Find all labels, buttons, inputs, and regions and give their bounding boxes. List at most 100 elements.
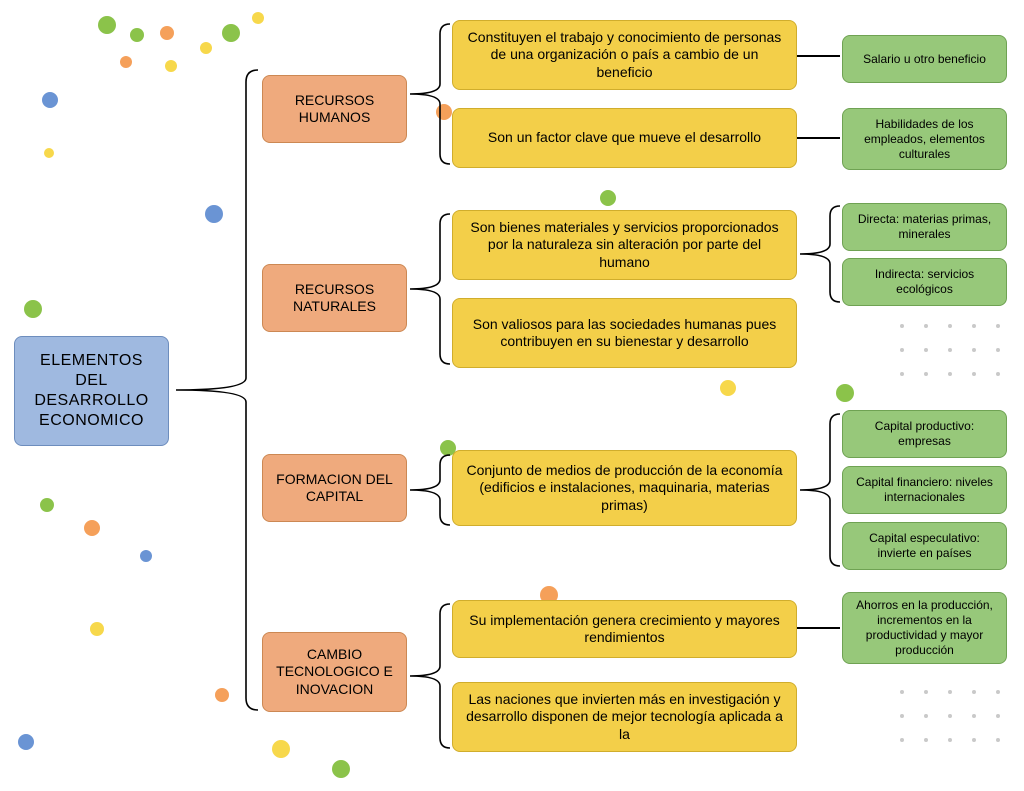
decorative-dot	[84, 520, 100, 536]
grid-dot	[924, 372, 928, 376]
decorative-dot	[215, 688, 229, 702]
node-label: ELEMENTOS DEL DESARROLLO ECONOMICO	[27, 351, 156, 431]
grid-dot	[924, 714, 928, 718]
grid-dot	[900, 714, 904, 718]
decorative-dot	[165, 60, 177, 72]
grid-dot	[900, 324, 904, 328]
connector-line	[797, 137, 840, 139]
decorative-dot	[720, 380, 736, 396]
description-node: Son valiosos para las sociedades humanas…	[452, 298, 797, 368]
grid-dot	[924, 738, 928, 742]
bracket	[800, 414, 840, 566]
grid-dot	[972, 690, 976, 694]
node-label: Las naciones que invierten más en invest…	[465, 691, 784, 744]
decorative-dot	[600, 190, 616, 206]
node-label: Su implementación genera crecimiento y m…	[465, 612, 784, 647]
grid-dot	[900, 738, 904, 742]
decorative-dot	[90, 622, 104, 636]
node-label: Constituyen el trabajo y conocimiento de…	[465, 29, 784, 82]
decorative-dot	[222, 24, 240, 42]
description-node: Conjunto de medios de producción de la e…	[452, 450, 797, 526]
grid-dot	[972, 714, 976, 718]
decorative-dot	[836, 384, 854, 402]
grid-dot	[996, 372, 1000, 376]
decorative-dot	[130, 28, 144, 42]
grid-dot	[924, 348, 928, 352]
decorative-dot	[200, 42, 212, 54]
decorative-dot	[252, 12, 264, 24]
grid-dot	[900, 348, 904, 352]
decorative-dot	[40, 498, 54, 512]
detail-node: Habilidades de los empleados, elementos …	[842, 108, 1007, 170]
node-label: Son valiosos para las sociedades humanas…	[465, 316, 784, 351]
node-label: Indirecta: servicios ecológicos	[855, 267, 994, 297]
node-label: Son bienes materiales y servicios propor…	[465, 219, 784, 272]
description-node: Constituyen el trabajo y conocimiento de…	[452, 20, 797, 90]
grid-dot	[996, 714, 1000, 718]
decorative-dot	[42, 92, 58, 108]
grid-dot	[948, 372, 952, 376]
grid-dot	[972, 738, 976, 742]
grid-dot	[996, 324, 1000, 328]
decorative-dot	[436, 104, 452, 120]
decorative-dot	[140, 550, 152, 562]
node-label: Capital financiero: niveles internaciona…	[855, 475, 994, 505]
grid-dot	[924, 324, 928, 328]
decorative-dot	[272, 740, 290, 758]
detail-node: Ahorros en la producción, incrementos en…	[842, 592, 1007, 664]
connector-line	[797, 627, 840, 629]
grid-dot	[996, 690, 1000, 694]
bracket	[800, 206, 840, 302]
bracket	[410, 604, 450, 748]
bracket	[410, 214, 450, 364]
node-label: RECURSOS NATURALES	[275, 281, 394, 316]
detail-node: Capital financiero: niveles internaciona…	[842, 466, 1007, 514]
grid-dot	[948, 324, 952, 328]
node-label: Capital especulativo: invierte en países	[855, 531, 994, 561]
category-node: FORMACION DEL CAPITAL	[262, 454, 407, 522]
grid-dot	[972, 372, 976, 376]
grid-dot	[900, 372, 904, 376]
decorative-dot	[205, 205, 223, 223]
connector-line	[797, 55, 840, 57]
decorative-dot	[332, 760, 350, 778]
detail-node: Capital especulativo: invierte en países	[842, 522, 1007, 570]
detail-node: Indirecta: servicios ecológicos	[842, 258, 1007, 306]
detail-node: Salario u otro beneficio	[842, 35, 1007, 83]
bracket	[410, 24, 450, 164]
grid-dot	[972, 348, 976, 352]
detail-node: Directa: materias primas, minerales	[842, 203, 1007, 251]
description-node: Las naciones que invierten más en invest…	[452, 682, 797, 752]
node-label: Habilidades de los empleados, elementos …	[855, 117, 994, 162]
node-label: RECURSOS HUMANOS	[275, 92, 394, 127]
node-label: Ahorros en la producción, incrementos en…	[855, 598, 994, 658]
decorative-dot	[160, 26, 174, 40]
bracket	[176, 70, 258, 710]
node-label: CAMBIO TECNOLOGICO E INOVACION	[275, 646, 394, 699]
node-label: FORMACION DEL CAPITAL	[275, 471, 394, 506]
decorative-dot	[44, 148, 54, 158]
decorative-dot	[120, 56, 132, 68]
decorative-dot	[18, 734, 34, 750]
description-node: Son un factor clave que mueve el desarro…	[452, 108, 797, 168]
node-label: Capital productivo: empresas	[855, 419, 994, 449]
grid-dot	[972, 324, 976, 328]
bracket	[410, 455, 450, 525]
node-label: Conjunto de medios de producción de la e…	[465, 462, 784, 515]
grid-dot	[996, 738, 1000, 742]
decorative-dot	[98, 16, 116, 34]
grid-dot	[900, 690, 904, 694]
node-label: Salario u otro beneficio	[863, 52, 986, 67]
grid-dot	[948, 738, 952, 742]
category-node: RECURSOS HUMANOS	[262, 75, 407, 143]
node-label: Directa: materias primas, minerales	[855, 212, 994, 242]
root-node: ELEMENTOS DEL DESARROLLO ECONOMICO	[14, 336, 169, 446]
grid-dot	[996, 348, 1000, 352]
description-node: Son bienes materiales y servicios propor…	[452, 210, 797, 280]
grid-dot	[924, 690, 928, 694]
node-label: Son un factor clave que mueve el desarro…	[488, 129, 761, 147]
category-node: RECURSOS NATURALES	[262, 264, 407, 332]
detail-node: Capital productivo: empresas	[842, 410, 1007, 458]
description-node: Su implementación genera crecimiento y m…	[452, 600, 797, 658]
grid-dot	[948, 714, 952, 718]
